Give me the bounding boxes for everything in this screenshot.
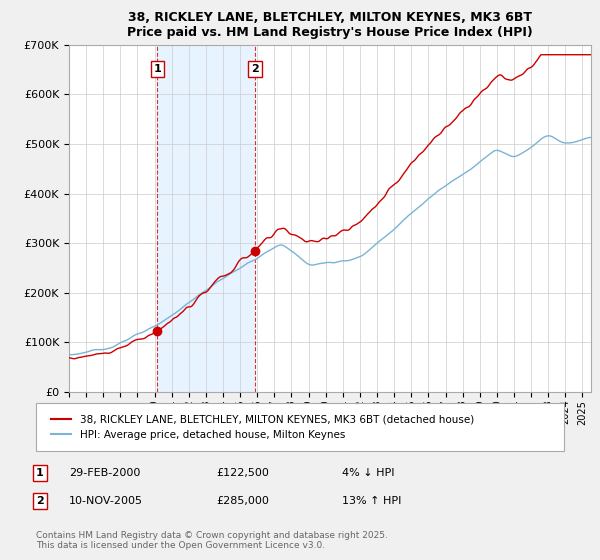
Text: 13% ↑ HPI: 13% ↑ HPI [342,496,401,506]
Legend: 38, RICKLEY LANE, BLETCHLEY, MILTON KEYNES, MK3 6BT (detached house), HPI: Avera: 38, RICKLEY LANE, BLETCHLEY, MILTON KEYN… [46,410,478,444]
Bar [157,45,255,392]
Text: 2: 2 [36,496,44,506]
Text: 1: 1 [36,468,44,478]
Text: Contains HM Land Registry data © Crown copyright and database right 2025.
This d: Contains HM Land Registry data © Crown c… [36,530,388,550]
Text: 10-NOV-2005: 10-NOV-2005 [69,496,143,506]
Text: 2: 2 [251,64,259,74]
Text: £285,000: £285,000 [216,496,269,506]
Text: 1: 1 [154,64,161,74]
FancyBboxPatch shape [36,403,564,451]
Text: £122,500: £122,500 [216,468,269,478]
Text: 29-FEB-2000: 29-FEB-2000 [69,468,140,478]
Text: 4% ↓ HPI: 4% ↓ HPI [342,468,395,478]
Title: 38, RICKLEY LANE, BLETCHLEY, MILTON KEYNES, MK3 6BT
Price paid vs. HM Land Regis: 38, RICKLEY LANE, BLETCHLEY, MILTON KEYN… [127,11,533,39]
